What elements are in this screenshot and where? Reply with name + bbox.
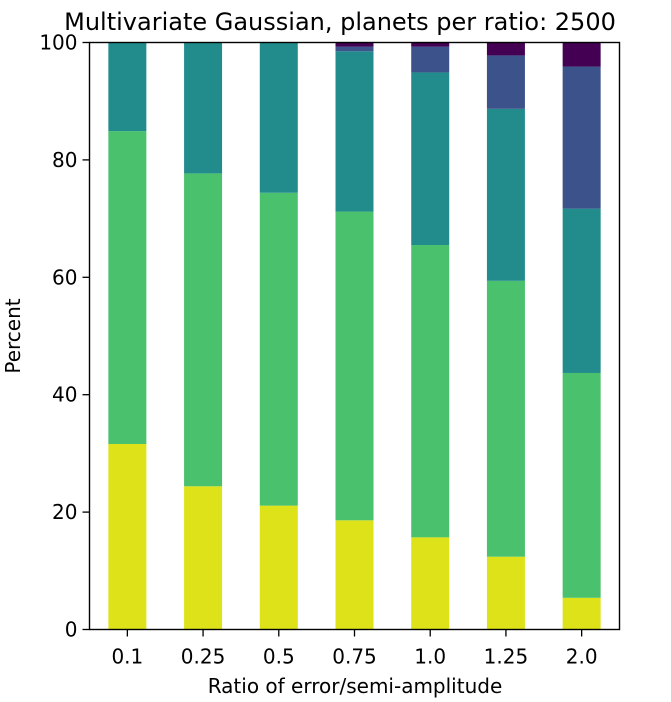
bar-segment-0-1: [184, 486, 223, 630]
x-tick-label-5: 1.25: [484, 645, 529, 669]
y-tick-label-3: 60: [52, 265, 77, 289]
y-tick-label-5: 100: [39, 31, 77, 55]
bar-segment-2-3: [335, 51, 374, 212]
bar-segment-4-5: [486, 42, 525, 56]
x-tick-label-1: 0.25: [181, 645, 226, 669]
x-tick-label-6: 2.0: [566, 645, 598, 669]
bar-segment-3-5: [486, 55, 525, 109]
y-tick-label-4: 80: [52, 148, 77, 172]
plot-frame: [88, 41, 621, 631]
y-axis-label: Percent: [1, 298, 25, 373]
bar-segment-4-4: [411, 42, 450, 47]
bar-segment-3-3: [335, 46, 374, 52]
bar-segment-0-2: [259, 505, 298, 630]
x-tick-label-0: 0.1: [111, 645, 143, 669]
y-tick-label-1: 20: [52, 500, 77, 524]
bar-segment-4-6: [562, 42, 601, 67]
bar-segment-1-0: [108, 131, 147, 445]
x-tick-label-3: 0.75: [332, 645, 377, 669]
bar-segment-4-3: [335, 42, 374, 47]
bars-layer: [108, 42, 601, 630]
bar-segment-2-6: [562, 208, 601, 373]
bar-segment-1-5: [486, 280, 525, 557]
bar-segment-1-2: [259, 192, 298, 506]
bar-segment-0-6: [562, 597, 601, 630]
x-tick-label-2: 0.5: [263, 645, 295, 669]
bar-segment-1-3: [335, 211, 374, 521]
y-tick-label-0: 0: [65, 618, 78, 642]
y-tick-label-2: 40: [52, 383, 77, 407]
bar-segment-0-4: [411, 537, 450, 630]
bar-segment-1-4: [411, 245, 450, 538]
x-axis: 0.1 0.25 0.5 0.75 1.0 1.25 2.0: [111, 629, 598, 669]
bar-segment-3-4: [411, 46, 450, 73]
bar-segment-1-6: [562, 372, 601, 598]
y-axis: 0 20 40 60 80 100: [39, 31, 90, 642]
x-tick-label-4: 1.0: [414, 645, 446, 669]
bar-segment-2-5: [486, 108, 525, 281]
x-axis-label: Ratio of error/semi-amplitude: [208, 674, 503, 698]
chart-title: Multivariate Gaussian, planets per ratio…: [64, 8, 616, 36]
bar-segment-2-0: [108, 42, 147, 132]
bar-segment-2-1: [184, 42, 223, 174]
bar-segment-3-6: [562, 66, 601, 209]
bar-segment-0-3: [335, 520, 374, 630]
bar-segment-0-5: [486, 556, 525, 630]
bar-segment-2-2: [259, 42, 298, 193]
bar-segment-1-1: [184, 173, 223, 487]
bar-segment-0-0: [108, 444, 147, 630]
bar-segment-2-4: [411, 72, 450, 246]
